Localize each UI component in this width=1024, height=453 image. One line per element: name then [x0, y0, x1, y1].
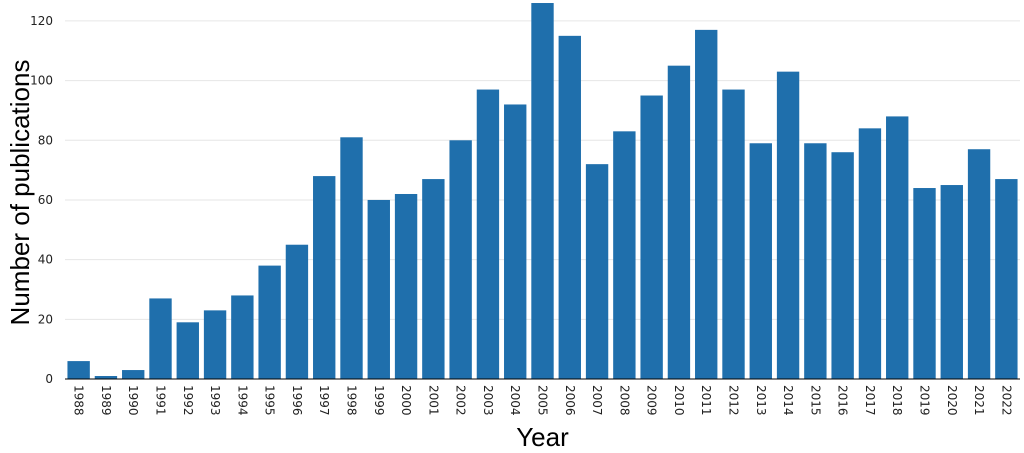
- bar-2015: [804, 143, 827, 379]
- bar-1999: [367, 199, 390, 379]
- bar-2005: [531, 3, 554, 380]
- y-tick-labels: 0 20 40 60 80 100 120: [30, 14, 53, 386]
- x-tick-label: 2017: [863, 385, 877, 416]
- bar-2021: [967, 149, 991, 379]
- bar-1992: [176, 322, 199, 379]
- bar-2008: [613, 131, 636, 379]
- x-tick-label: 2001: [426, 385, 440, 416]
- bar-1989: [94, 376, 118, 379]
- x-tick-label: 2014: [781, 385, 795, 416]
- bar-1998: [340, 137, 363, 379]
- x-tick-label: 2010: [672, 385, 686, 416]
- bar-2017: [858, 128, 882, 379]
- bar-2009: [640, 95, 663, 380]
- x-tick-label: 1988: [72, 385, 86, 416]
- x-tick-label: 2007: [590, 385, 604, 416]
- x-tick-label: 2012: [727, 385, 741, 416]
- y-axis-title: Number of publications: [5, 60, 35, 326]
- bar-1991: [149, 298, 172, 379]
- bar-2003: [476, 89, 500, 379]
- bar-2012: [722, 89, 745, 379]
- x-tick-label: 2019: [918, 385, 932, 416]
- bar-2000: [394, 193, 418, 379]
- bar-2016: [831, 152, 854, 379]
- bar-1993: [203, 310, 227, 379]
- x-tick-label: 1991: [154, 385, 168, 416]
- x-tick-label: 1999: [372, 385, 386, 416]
- x-tick-label: 1998: [345, 385, 359, 416]
- x-tick-label: 1996: [290, 385, 304, 416]
- x-tick-label: 2006: [563, 385, 577, 416]
- bar-2018: [886, 116, 909, 380]
- bar-2020: [940, 185, 963, 379]
- x-tick-labels: 1988 1989 1990 1991 1992 1993 1994 1995 1996 1997…: [72, 385, 1014, 416]
- y-tick-label: 120: [30, 14, 53, 28]
- y-tick-label: 20: [38, 312, 53, 326]
- x-tick-label: 2008: [617, 385, 631, 416]
- x-tick-label: 2020: [945, 385, 959, 416]
- x-tick-label: 2021: [972, 385, 986, 416]
- x-tick-label: 1990: [126, 385, 140, 416]
- bar-2014: [776, 71, 800, 379]
- bar-2019: [913, 188, 936, 379]
- x-tick-label: 1997: [317, 385, 331, 416]
- x-tick-label: 1992: [181, 385, 195, 416]
- bar-2001: [422, 179, 445, 379]
- x-tick-label: 2022: [999, 385, 1013, 416]
- bar-1995: [258, 265, 281, 379]
- bar-2011: [695, 29, 718, 379]
- bar-1996: [285, 244, 309, 379]
- x-tick-label: 2004: [508, 385, 522, 416]
- bar-2010: [667, 65, 691, 380]
- y-tick-label: 80: [38, 133, 53, 147]
- x-tick-label: 2009: [645, 385, 659, 416]
- x-tick-label: 2005: [536, 385, 550, 416]
- x-tick-label: 2003: [481, 385, 495, 416]
- x-tick-label: 2013: [754, 385, 768, 416]
- x-tick-label: 1989: [99, 385, 113, 416]
- bar-2006: [558, 35, 581, 380]
- bar-2002: [449, 140, 472, 379]
- x-axis-title: Year: [516, 422, 569, 452]
- bar-1988: [67, 361, 90, 379]
- x-tick-label: 1993: [208, 385, 222, 416]
- bar-2004: [504, 104, 527, 380]
- y-tick-label: 0: [45, 372, 53, 386]
- y-tick-label: 100: [30, 74, 53, 88]
- x-tick-label: 2002: [454, 385, 468, 416]
- bar-2007: [585, 164, 609, 379]
- bars: [67, 3, 1018, 380]
- bar-1994: [231, 295, 254, 379]
- y-tick-label: 40: [38, 253, 53, 267]
- x-tick-label: 2011: [699, 385, 713, 416]
- x-tick-label: 2016: [836, 385, 850, 416]
- bar-2013: [749, 143, 772, 379]
- bar-1997: [313, 176, 336, 379]
- x-tick-label: 1994: [235, 385, 249, 416]
- bar-2022: [995, 179, 1018, 379]
- y-tick-label: 60: [38, 193, 53, 207]
- bar-1990: [122, 370, 145, 379]
- x-tick-label: 1995: [263, 385, 277, 416]
- x-tick-label: 2015: [808, 385, 822, 416]
- x-tick-label: 2000: [399, 385, 413, 416]
- x-tick-label: 2018: [890, 385, 904, 416]
